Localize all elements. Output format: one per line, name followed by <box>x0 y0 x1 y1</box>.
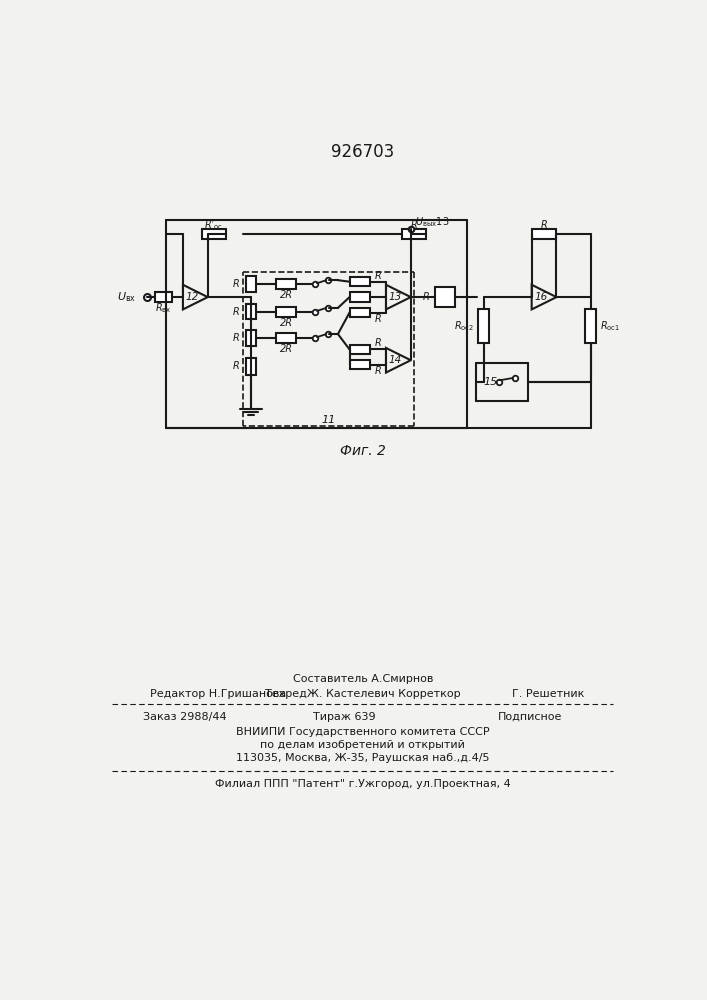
Text: R: R <box>375 366 382 376</box>
Text: Составитель А.Смирнов: Составитель А.Смирнов <box>293 674 433 684</box>
Bar <box>202 229 226 239</box>
Text: 15: 15 <box>484 377 498 387</box>
Bar <box>435 287 455 307</box>
Text: 11: 11 <box>322 415 336 425</box>
Text: Тираж 639: Тираж 639 <box>312 712 375 722</box>
Text: 2R: 2R <box>279 318 293 328</box>
Text: $R_{\rm oc2}$: $R_{\rm oc2}$ <box>454 319 474 333</box>
Bar <box>276 279 296 289</box>
Text: $U_{\rm вых}13$: $U_{\rm вых}13$ <box>414 216 449 229</box>
Text: 12: 12 <box>186 292 199 302</box>
Text: $R'_{\rm oc}$: $R'_{\rm oc}$ <box>204 218 223 232</box>
Text: 13: 13 <box>389 292 402 302</box>
Text: 14: 14 <box>389 355 402 365</box>
Bar <box>585 309 596 343</box>
Text: R: R <box>411 220 417 230</box>
Text: 113035, Москва, Ж-35, Раушская наб.,д.4/5: 113035, Москва, Ж-35, Раушская наб.,д.4/… <box>236 753 489 763</box>
Text: R: R <box>541 220 547 230</box>
Bar <box>532 229 556 239</box>
Text: Фиг. 2: Фиг. 2 <box>340 444 385 458</box>
Text: R: R <box>423 292 429 302</box>
Bar <box>155 292 172 302</box>
Bar <box>349 308 370 317</box>
Text: Филиал ППП "Патент" г.Ужгород, ул.Проектная, 4: Филиал ППП "Патент" г.Ужгород, ул.Проект… <box>215 779 510 789</box>
Bar <box>349 277 370 286</box>
Text: 16: 16 <box>534 292 548 302</box>
Text: R: R <box>375 271 382 281</box>
Bar <box>478 309 489 343</box>
Bar <box>246 276 256 292</box>
Text: 926703: 926703 <box>331 143 395 161</box>
Text: R: R <box>233 279 240 289</box>
Text: по делам изобретений и открытий: по делам изобретений и открытий <box>260 740 465 750</box>
Text: $R_{\rm oc1}$: $R_{\rm oc1}$ <box>600 319 620 333</box>
Bar <box>246 358 256 375</box>
Text: $R_{\rm вх}$: $R_{\rm вх}$ <box>156 301 172 315</box>
Bar <box>402 229 426 239</box>
Text: Подписное: Подписное <box>498 712 562 722</box>
Bar <box>349 292 370 302</box>
Text: ТехредЖ. Кастелевич Корреткор: ТехредЖ. Кастелевич Корреткор <box>265 689 460 699</box>
Text: R: R <box>375 314 382 324</box>
Bar <box>246 304 256 319</box>
Bar <box>276 333 296 343</box>
Text: $U_{\rm вх}$: $U_{\rm вх}$ <box>117 290 136 304</box>
Text: 2R: 2R <box>279 344 293 354</box>
Text: Заказ 2988/44: Заказ 2988/44 <box>143 712 226 722</box>
Text: Г. Решетник: Г. Решетник <box>512 689 585 699</box>
Bar <box>276 307 296 317</box>
Text: R: R <box>233 307 240 317</box>
Text: R: R <box>375 338 382 348</box>
Text: ВНИИПИ Государственного комитета СССР: ВНИИПИ Государственного комитета СССР <box>236 727 489 737</box>
Bar <box>349 360 370 369</box>
Text: R: R <box>233 361 240 371</box>
Text: R: R <box>233 333 240 343</box>
Text: 2R: 2R <box>279 290 293 300</box>
Text: Редактор Н.Гришанова: Редактор Н.Гришанова <box>151 689 286 699</box>
Bar <box>349 345 370 354</box>
Bar <box>246 330 256 346</box>
